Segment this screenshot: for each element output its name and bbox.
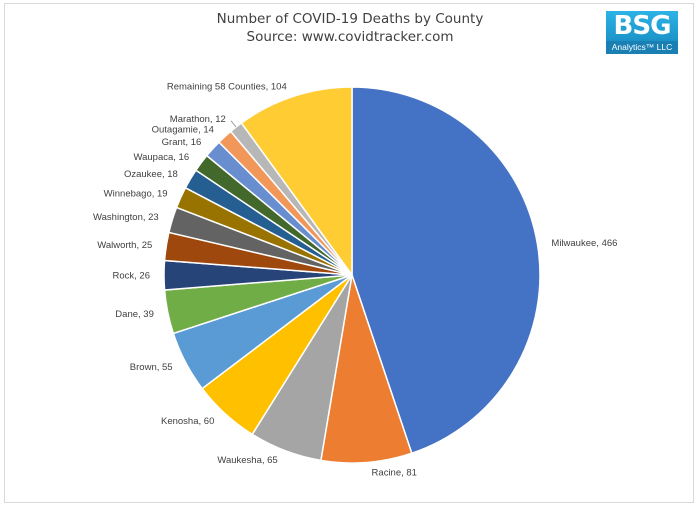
data-label-racine: Racine, 81 xyxy=(372,467,417,478)
chart-subtitle: Source: www.covidtracker.com xyxy=(246,29,454,45)
bsg-logo: BSG Analytics™ LLC xyxy=(606,11,678,55)
data-label-dane: Dane, 39 xyxy=(115,309,154,320)
data-labels: Milwaukee, 466 Racine, 81 Waukesha, 65 Keno… xyxy=(93,82,617,479)
chart-title: Number of COVID-19 Deaths by County xyxy=(216,11,484,27)
data-label-marathon: Marathon, 12 xyxy=(170,114,226,125)
data-label-brown: Brown, 55 xyxy=(130,362,173,373)
data-label-remaining-58-counties: Remaining 58 Counties, 104 xyxy=(167,82,287,93)
data-label-milwaukee: Milwaukee, 466 xyxy=(551,238,617,249)
data-label-winnebago: Winnebago, 19 xyxy=(104,188,168,199)
data-label-waupaca: Waupaca, 16 xyxy=(133,152,189,163)
pie-slice-racine xyxy=(320,274,413,464)
leader-line-marathon xyxy=(230,120,237,128)
data-label-walworth: Walworth, 25 xyxy=(97,240,152,251)
logo-box xyxy=(606,11,678,41)
data-label-waukesha: Waukesha, 65 xyxy=(217,455,277,466)
data-label-kenosha: Kenosha, 60 xyxy=(161,416,214,427)
pie-slice-milwaukee xyxy=(351,86,541,455)
data-label-grant: Grant, 16 xyxy=(162,137,202,148)
logo-text: BSG xyxy=(613,11,672,41)
data-label-ozaukee: Ozaukee, 18 xyxy=(124,169,178,180)
data-label-outagamie: Outagamie, 14 xyxy=(152,124,214,135)
pie-slice-remaining-58-counties xyxy=(240,86,353,278)
data-label-rock: Rock, 26 xyxy=(113,270,151,281)
data-label-washington: Washington, 23 xyxy=(93,212,159,223)
logo-subtext: Analytics™ LLC xyxy=(606,41,678,54)
